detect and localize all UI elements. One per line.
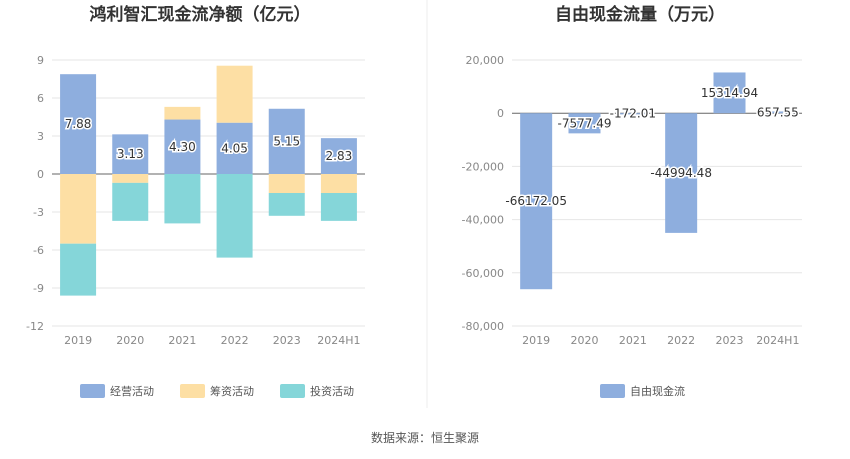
bar-自由现金流-2024H1 [761, 111, 794, 114]
x-tick-label: 2024H1 [317, 334, 360, 347]
data-label: 2.83 [326, 149, 353, 163]
bar-经营活动-2023 [268, 108, 305, 174]
bar-筹资活动-2022 [216, 65, 253, 123]
x-tick-label: 2023 [273, 334, 301, 347]
free-cash-flow-chart: 自由现金流量（万元） 20,000 0 -20,000 -40,000 -60,000 -8… [462, 4, 802, 398]
bar-筹资活动-2021 [164, 106, 201, 120]
y-tick-label: 6 [37, 92, 44, 105]
legend-swatch [600, 384, 625, 398]
x-tick-label: 2020 [116, 334, 144, 347]
legend-swatch [80, 384, 105, 398]
x-tick-label: 2020 [571, 334, 599, 347]
y-tick-label: -80,000 [462, 320, 504, 333]
data-label: -172.01 [610, 106, 656, 120]
y-tick-label: -40,000 [462, 214, 504, 227]
bar-筹资活动-2020 [112, 174, 149, 183]
data-label: 5.15 [273, 134, 300, 148]
y-tick-label: -12 [26, 320, 44, 333]
chart-title: 鸿利智汇现金流净额（亿元） [90, 4, 311, 25]
bar-筹资活动-2023 [268, 174, 305, 193]
legend-swatch [180, 384, 205, 398]
x-tick-label: 2022 [667, 334, 695, 347]
data-label: -66172.05 [505, 194, 567, 208]
x-tick-label: 2019 [522, 334, 550, 347]
bar-自由现金流-2019 [520, 113, 553, 290]
x-tick-label: 2021 [619, 334, 647, 347]
y-tick-label: 0 [497, 107, 504, 120]
bar-经营活动-2024H1 [320, 138, 357, 174]
y-tick-label: 9 [37, 54, 44, 67]
bar-经营活动-2022 [216, 122, 253, 174]
chart-title: 自由现金流量（万元） [555, 4, 725, 25]
data-label: 3.13 [117, 147, 144, 161]
y-tick-label: -6 [33, 244, 44, 257]
cash-flow-chart: 鸿利智汇现金流净额（亿元） 9 6 3 0 -3 -6 -9 -12 2019 2020 2021 20… [26, 4, 365, 398]
y-tick-label: -60,000 [462, 267, 504, 280]
legend-label: 自由现金流 [630, 384, 685, 398]
y-tick-label: 3 [37, 130, 44, 143]
bar-自由现金流-2022 [665, 113, 698, 233]
bar-筹资活动-2019 [60, 174, 97, 244]
bar-经营活动-2019 [60, 74, 97, 174]
bar-筹资活动-2024H1 [320, 174, 357, 193]
data-label: -44994.48 [650, 166, 712, 180]
data-label: 4.05 [221, 141, 248, 155]
bar-投资活动-2019 [60, 243, 97, 296]
x-tick-label: 2019 [64, 334, 92, 347]
y-tick-label: 20,000 [466, 54, 505, 67]
data-label: -7577.49 [558, 116, 612, 130]
x-tick-label: 2021 [168, 334, 196, 347]
source-note: 数据来源：恒生聚源 [371, 430, 479, 445]
data-label: 657.55 [757, 105, 799, 119]
x-tick-label: 2023 [716, 334, 744, 347]
legend-label: 投资活动 [310, 384, 354, 398]
bar-自由现金流-2021 [616, 113, 649, 115]
x-tick-label: 2022 [221, 334, 249, 347]
y-tick-label: 0 [37, 168, 44, 181]
x-tick-label: 2024H1 [756, 334, 799, 347]
bar-经营活动-2021 [164, 119, 201, 174]
bar-投资活动-2021 [164, 174, 201, 224]
legend-label: 经营活动 [110, 384, 154, 398]
bar-投资活动-2023 [268, 193, 305, 216]
data-label: 7.88 [65, 117, 92, 131]
y-tick-label: -9 [33, 282, 44, 295]
bar-投资活动-2022 [216, 174, 253, 258]
bar-投资活动-2020 [112, 182, 149, 221]
data-label: 15314.94 [701, 86, 758, 100]
legend-swatch [280, 384, 305, 398]
bar-投资活动-2024H1 [320, 193, 357, 221]
legend-label: 筹资活动 [210, 384, 254, 398]
bar-自由现金流-2023 [713, 72, 746, 114]
bar-自由现金流-2020 [568, 113, 601, 134]
y-tick-label: -3 [33, 206, 44, 219]
data-label: 4.30 [169, 140, 196, 154]
bar-经营活动-2020 [112, 134, 149, 174]
y-tick-label: -20,000 [462, 160, 504, 173]
